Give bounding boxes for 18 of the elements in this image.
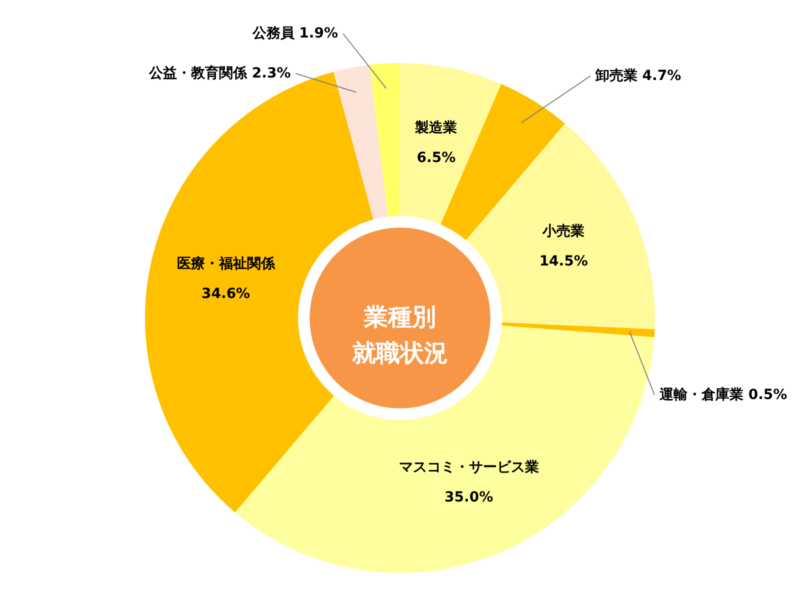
slice-label: 公益・教育関係 2.3% <box>148 64 291 82</box>
slice-label: 卸売業 4.7% <box>594 68 682 84</box>
slice-label: 小売業 <box>542 224 585 240</box>
donut-slice <box>370 63 400 217</box>
donut-slice <box>502 322 655 338</box>
slice-label: マスコミ・サービス業 <box>398 460 539 476</box>
data-label: 34.6% <box>202 286 250 302</box>
data-label: 35.0% <box>444 490 494 506</box>
slice-label: 公務員 1.9% <box>251 26 338 42</box>
slice-label: 製造業 <box>414 120 458 136</box>
slice-label: 運輸・倉庫業 0.5% <box>658 386 788 403</box>
text: 業種別就職状況 <box>351 303 448 367</box>
donut-slice <box>400 63 502 224</box>
slice-label: 医療・福祉関係 <box>176 255 276 272</box>
donut-slice <box>333 64 388 220</box>
data-label: 6.5% <box>416 150 456 166</box>
data-label: 14.5% <box>539 254 588 270</box>
donut-slice <box>466 124 655 330</box>
